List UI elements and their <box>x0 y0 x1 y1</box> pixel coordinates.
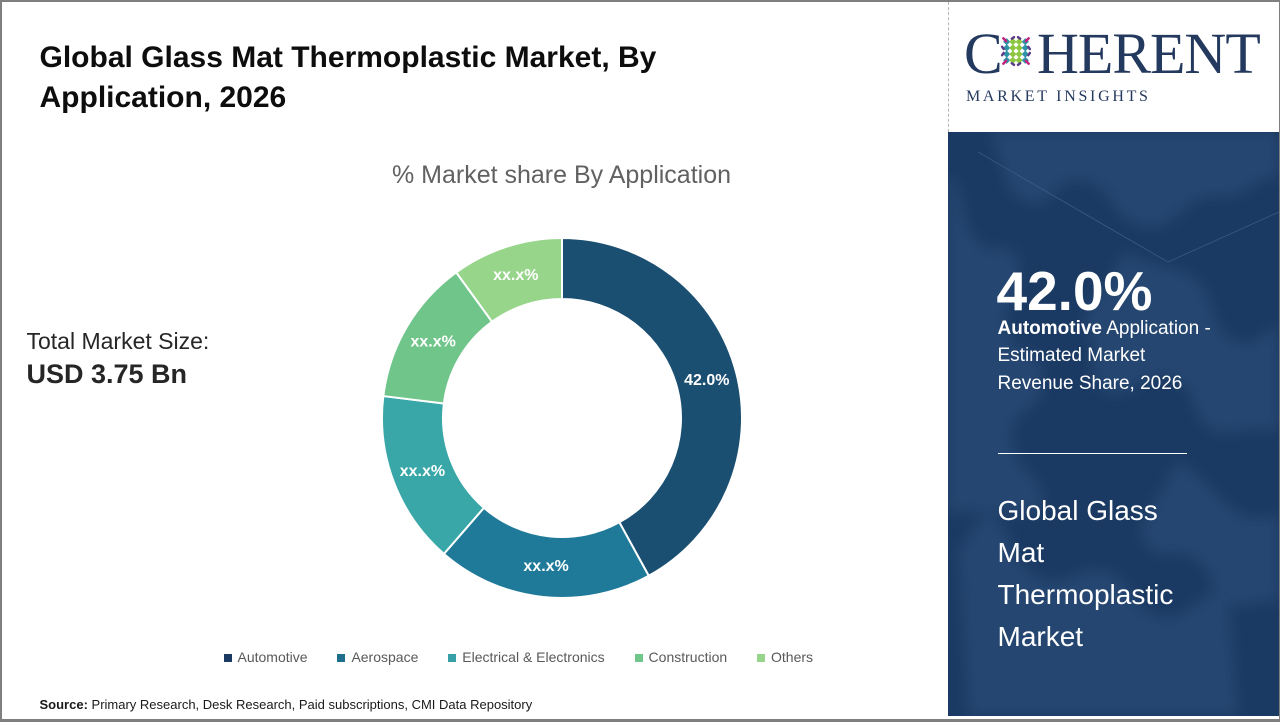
svg-text:MARKET INSIGHTS: MARKET INSIGHTS <box>966 88 1151 105</box>
svg-text:xx.x%: xx.x% <box>523 557 568 574</box>
svg-text:C: C <box>964 22 1002 86</box>
svg-text:42.0%: 42.0% <box>684 372 729 389</box>
svg-text:xx.x%: xx.x% <box>399 462 444 479</box>
svg-text:xx.x%: xx.x% <box>493 267 538 284</box>
svg-text:xx.x%: xx.x% <box>410 333 455 350</box>
svg-text:HERENT: HERENT <box>1037 22 1260 86</box>
